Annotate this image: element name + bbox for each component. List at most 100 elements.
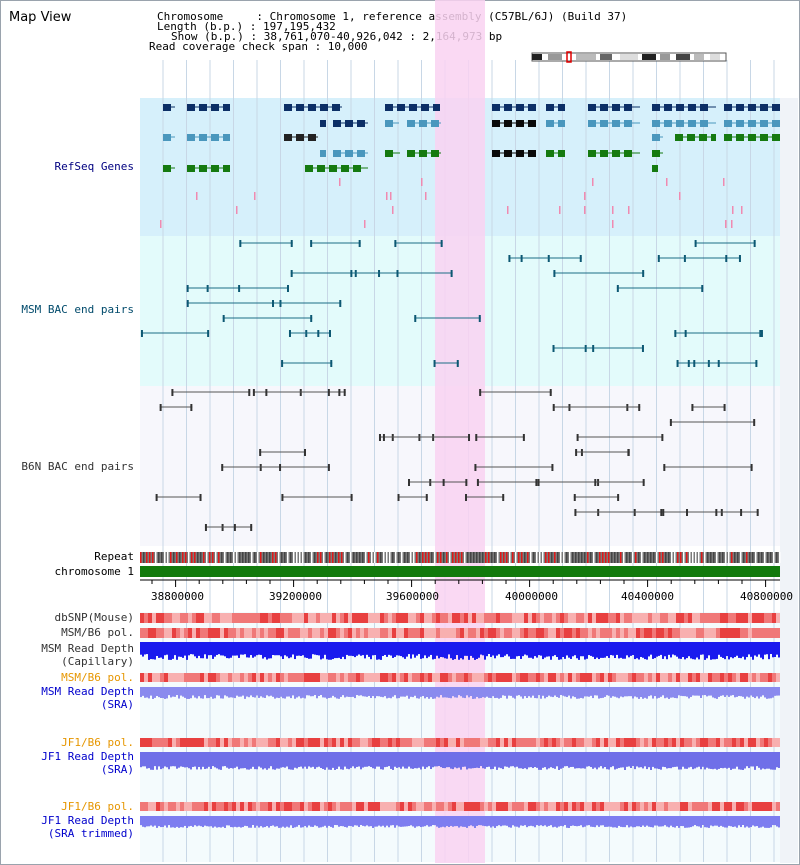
jf1-read-depth-sra-bar (394, 752, 396, 767)
msm-bac-end (350, 270, 353, 277)
jf1-read-depth-sra-bar (484, 752, 486, 769)
jf1-read-depth-trimmed-bar (324, 816, 326, 826)
gene-exon (724, 134, 732, 141)
msm-b6-pol-sra-strip (772, 673, 776, 682)
msm-read-depth-capillary-bar (566, 642, 568, 656)
b6n-bac-end (465, 494, 468, 501)
jf1-read-depth-trimmed-bar (316, 816, 318, 827)
jf1-b6-pol-strip (716, 738, 720, 747)
repeat-element (572, 552, 574, 563)
msm-read-depth-capillary-bar (486, 642, 488, 657)
msm-bac-end (687, 360, 690, 367)
msm-read-depth-sra-bar (378, 687, 380, 697)
jf1-read-depth-sra-bar (288, 752, 290, 770)
dbsnp-strip (712, 613, 716, 623)
jf1-b6-pol-trimmed-strip (716, 802, 720, 811)
jf1-read-depth-trimmed-bar (502, 816, 504, 826)
jf1-b6-pol-trimmed-strip (412, 802, 416, 811)
jf1-read-depth-sra-bar (352, 752, 354, 767)
repeat-element (347, 552, 349, 563)
msm-read-depth-sra-bar (548, 687, 550, 696)
msm-read-depth-sra-bar (416, 687, 418, 699)
msm-read-depth-capillary-bar (456, 642, 458, 656)
msm-read-depth-capillary-bar (704, 642, 706, 660)
repeat-element (443, 552, 445, 563)
msm-b6-pol-sra-strip (464, 673, 468, 682)
jf1-b6-pol-trimmed-strip (256, 802, 260, 811)
repeat-element (623, 552, 625, 563)
repeat-element (584, 552, 586, 563)
jf1-read-depth-trimmed-bar (566, 816, 568, 828)
msm-read-depth-capillary-bar (222, 642, 224, 656)
msm-read-depth-capillary-bar (776, 642, 778, 655)
msm-read-depth-capillary-bar (342, 642, 344, 657)
repeat-element (629, 552, 631, 563)
msm-read-depth-sra-bar (254, 687, 256, 698)
jf1-read-depth-sra-bar (582, 752, 584, 769)
b6n-bac-end (756, 509, 759, 516)
repeat-element (683, 552, 685, 563)
repeat-element (491, 552, 493, 563)
msm-read-depth-sra-bar (622, 687, 624, 698)
msm-read-depth-capillary-bar (674, 642, 676, 656)
jf1-b6-pol-strip (352, 738, 356, 747)
gene-exon (407, 150, 415, 157)
msm-read-depth-sra-bar (190, 687, 192, 699)
msm-read-depth-capillary-bar (710, 642, 712, 660)
msm-b6-pol-strip (480, 628, 484, 638)
jf1-read-depth-trimmed-bar (620, 816, 622, 827)
msm-b6-pol-sra-strip (144, 673, 148, 682)
msm-read-depth-sra-bar (148, 687, 150, 699)
jf1-read-depth-sra-bar (702, 752, 704, 767)
msm-read-depth-sra-bar (322, 687, 324, 698)
dbsnp-strip (424, 613, 428, 623)
repeat-element (626, 552, 628, 563)
refseq-minor-feature (612, 206, 614, 214)
dbsnp-strip (760, 613, 764, 623)
jf1-b6-pol-trimmed-strip (536, 802, 540, 811)
label-b6n-bac-end-pairs: B6N BAC end pairs (21, 460, 134, 473)
jf1-read-depth-sra-bar (228, 752, 230, 769)
jf1-b6-pol-trimmed-strip (328, 802, 332, 811)
jf1-read-depth-sra-bar (278, 752, 280, 769)
repeat-element (722, 552, 724, 563)
msm-b6-pol-sra-strip (264, 673, 268, 682)
msm-read-depth-sra-bar (332, 687, 334, 696)
jf1-read-depth-sra-bar (552, 752, 554, 769)
msm-b6-pol-strip (200, 628, 204, 638)
msm-read-depth-capillary-bar (462, 642, 464, 660)
msm-read-depth-sra-bar (406, 687, 408, 696)
msm-b6-pol-sra-strip (616, 673, 620, 682)
msm-read-depth-sra-bar (770, 687, 772, 699)
jf1-b6-pol-trimmed-strip (348, 802, 352, 811)
dbsnp-strip (744, 613, 748, 623)
msm-read-depth-sra-bar (366, 687, 368, 697)
jf1-read-depth-sra-bar (252, 752, 254, 767)
repeat-element (740, 552, 742, 563)
jf1-b6-pol-strip (268, 738, 272, 747)
msm-b6-pol-sra-strip (496, 673, 500, 682)
msm-b6-pol-sra-strip (652, 673, 656, 682)
jf1-read-depth-sra-bar (606, 752, 608, 770)
dbsnp-strip (608, 613, 612, 623)
jf1-b6-pol-trimmed-strip (260, 802, 264, 811)
jf1-read-depth-trimmed-bar (190, 816, 192, 826)
msm-b6-pol-sra-strip (260, 673, 264, 682)
msm-read-depth-capillary-bar (382, 642, 384, 657)
jf1-b6-pol-strip (264, 738, 268, 747)
jf1-read-depth-trimmed-bar (606, 816, 608, 827)
jf1-b6-pol-trimmed-strip (444, 802, 448, 811)
msm-b6-pol-sra-strip (424, 673, 428, 682)
msm-b6-pol-strip (244, 628, 248, 638)
msm-b6-pol-sra-strip (600, 673, 604, 682)
msm-b6-pol-strip (460, 628, 464, 638)
dbsnp-strip (456, 613, 460, 623)
msm-read-depth-capillary-bar (444, 642, 446, 659)
msm-b6-pol-strip (680, 628, 684, 638)
jf1-read-depth-trimmed-bar (404, 816, 406, 827)
dbsnp-strip (212, 613, 216, 623)
gene-exon (223, 165, 230, 172)
jf1-read-depth-trimmed-bar (374, 816, 376, 827)
jf1-read-depth-trimmed-bar (258, 816, 260, 828)
